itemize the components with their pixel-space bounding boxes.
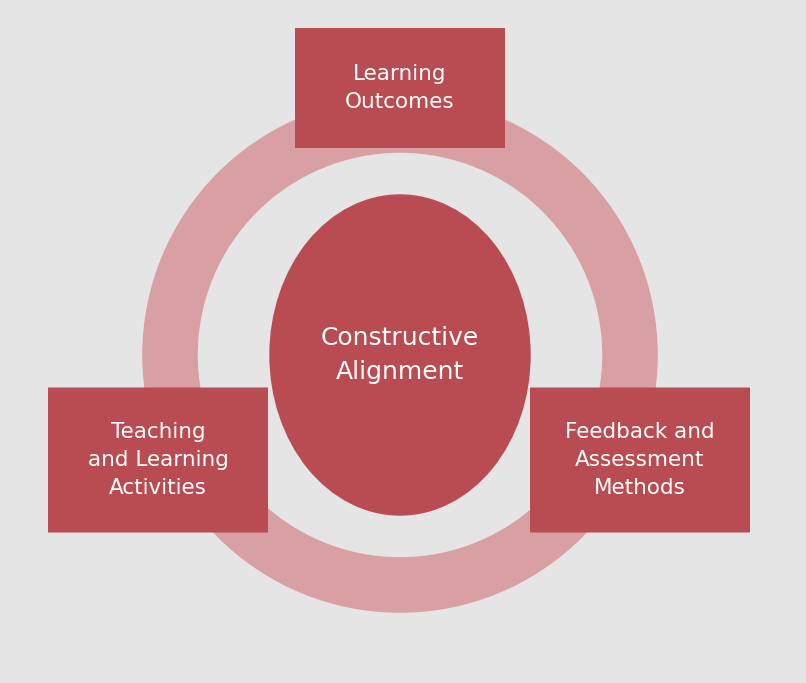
Text: Constructive
Alignment: Constructive Alignment — [321, 326, 479, 384]
FancyBboxPatch shape — [295, 28, 505, 148]
Text: Teaching
and Learning
Activities: Teaching and Learning Activities — [88, 422, 228, 498]
Text: Learning
Outcomes: Learning Outcomes — [345, 64, 455, 112]
FancyBboxPatch shape — [48, 387, 268, 533]
Ellipse shape — [270, 195, 530, 515]
FancyBboxPatch shape — [530, 387, 750, 533]
Text: Feedback and
Assessment
Methods: Feedback and Assessment Methods — [565, 422, 715, 498]
